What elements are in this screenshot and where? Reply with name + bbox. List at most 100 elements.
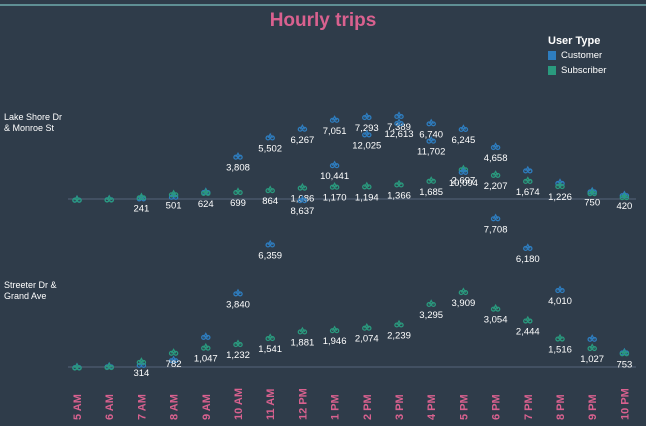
data-label-streeter: 3,909 (452, 298, 476, 309)
point-lake-shore-subscriber-7am[interactable] (136, 192, 147, 201)
point-streeter-customer-8pm[interactable] (555, 285, 565, 294)
hour-tick-label: 8 AM (169, 394, 181, 420)
data-label-lake-shore: 2,697 (452, 175, 476, 186)
point-streeter-subscriber-8am[interactable] (168, 348, 179, 356)
hour-tick-label: 4 PM (426, 394, 438, 420)
point-streeter-customer-9am[interactable] (201, 332, 211, 340)
legend-item-subscriber[interactable]: Subscriber (548, 65, 606, 76)
point-streeter-subscriber-3pm[interactable] (394, 319, 404, 328)
data-label-lake-shore: 2,207 (484, 181, 508, 192)
data-label-streeter: 10,094 (449, 178, 478, 189)
point-lake-shore-subscriber-6pm[interactable] (490, 170, 501, 178)
point-streeter-customer-1pm[interactable] (329, 160, 340, 169)
hour-tick-label: 6 PM (491, 394, 503, 420)
data-label-streeter: 1,232 (226, 350, 250, 361)
hour-tick-label: 7 AM (136, 394, 148, 420)
data-label-lake-shore: 864 (262, 196, 278, 207)
point-streeter-customer-5pm[interactable] (458, 167, 469, 175)
point-lake-shore-customer-1pm[interactable] (329, 115, 340, 123)
point-streeter-subscriber-10am[interactable] (233, 339, 243, 348)
point-lake-shore-subscriber-5am[interactable] (72, 195, 82, 203)
hour-tick-label: 2 PM (362, 394, 374, 420)
hour-tick-label: 11 AM (265, 389, 277, 420)
point-lake-shore-subscriber-8am[interactable] (168, 189, 179, 198)
point-streeter-customer-4pm[interactable] (426, 135, 436, 144)
data-label-lake-shore: 6,245 (452, 135, 476, 146)
data-label-lake-shore: 1,194 (355, 192, 379, 203)
point-streeter-customer-3pm[interactable] (394, 118, 404, 127)
point-streeter-customer-6pm[interactable] (490, 213, 501, 222)
legend-item-customer[interactable]: Customer (548, 50, 606, 61)
point-streeter-customer-9pm[interactable] (587, 334, 597, 342)
point-lake-shore-customer-6pm[interactable] (490, 142, 501, 151)
hour-tick-label: 8 PM (555, 394, 567, 420)
legend-swatch-customer (548, 51, 556, 60)
point-streeter-subscriber-6am[interactable] (104, 362, 114, 371)
point-lake-shore-subscriber-7pm[interactable] (523, 176, 533, 185)
point-lake-shore-subscriber-10pm[interactable] (619, 192, 630, 201)
point-streeter-customer-10am[interactable] (233, 288, 243, 297)
point-streeter-subscriber-7am[interactable] (136, 357, 147, 365)
point-lake-shore-customer-4pm[interactable] (426, 118, 436, 127)
point-lake-shore-customer-10am[interactable] (233, 151, 243, 160)
point-streeter-subscriber-5pm[interactable] (458, 287, 469, 296)
point-streeter-customer-2pm[interactable] (362, 129, 372, 138)
data-label-streeter: 12,025 (352, 140, 381, 151)
hour-tick-label: 9 AM (201, 394, 213, 420)
data-label-streeter: 7,708 (484, 224, 508, 235)
data-label-lake-shore: 750 (584, 197, 600, 208)
point-streeter-customer-12pm[interactable] (297, 195, 308, 204)
point-lake-shore-subscriber-8pm[interactable] (555, 181, 565, 190)
point-lake-shore-customer-3pm[interactable] (394, 111, 404, 120)
point-streeter-subscriber-10pm[interactable] (619, 348, 630, 357)
point-streeter-subscriber-1pm[interactable] (329, 325, 340, 334)
data-label-streeter: 1,541 (258, 344, 282, 355)
point-lake-shore-customer-5pm[interactable] (458, 124, 469, 133)
legend-label-customer: Customer (561, 50, 603, 61)
point-streeter-subscriber-9am[interactable] (201, 342, 211, 351)
point-streeter-subscriber-4pm[interactable] (426, 299, 436, 308)
legend: User Type Customer Subscriber (548, 35, 606, 80)
point-streeter-subscriber-5am[interactable] (72, 362, 82, 371)
data-label-streeter: 2,239 (387, 331, 411, 342)
point-lake-shore-subscriber-1pm[interactable] (329, 181, 340, 190)
data-label-lake-shore: 699 (230, 198, 246, 209)
point-lake-shore-subscriber-11am[interactable] (265, 185, 275, 194)
data-label-streeter: 1,047 (194, 354, 218, 365)
point-streeter-subscriber-12pm[interactable] (297, 326, 308, 335)
point-lake-shore-subscriber-3pm[interactable] (394, 179, 404, 188)
point-streeter-customer-7pm[interactable] (523, 243, 533, 252)
point-streeter-customer-11am[interactable] (265, 239, 275, 248)
point-streeter-subscriber-6pm[interactable] (490, 303, 501, 312)
point-lake-shore-customer-11am[interactable] (265, 132, 275, 141)
point-lake-shore-customer-7pm[interactable] (523, 165, 533, 174)
point-streeter-subscriber-11am[interactable] (265, 333, 275, 342)
point-streeter-subscriber-9pm[interactable] (587, 343, 597, 352)
point-lake-shore-customer-12pm[interactable] (297, 124, 308, 132)
data-label-lake-shore: 1,086 (291, 194, 315, 205)
hour-tick-label: 12 PM (297, 388, 309, 420)
point-lake-shore-customer-2pm[interactable] (362, 112, 372, 121)
point-streeter-customer-8am[interactable] (168, 355, 179, 364)
point-lake-shore-subscriber-10am[interactable] (233, 187, 243, 196)
point-lake-shore-subscriber-9am[interactable] (201, 188, 211, 196)
point-lake-shore-subscriber-6am[interactable] (104, 194, 114, 203)
data-label-lake-shore: 1,226 (548, 192, 572, 203)
point-streeter-subscriber-8pm[interactable] (555, 333, 565, 342)
point-lake-shore-subscriber-12pm[interactable] (297, 182, 308, 191)
data-label-streeter: 4,010 (548, 296, 572, 307)
hour-tick-label: 9 PM (587, 394, 599, 420)
point-lake-shore-subscriber-9pm[interactable] (587, 188, 597, 197)
point-lake-shore-customer-9pm[interactable] (587, 186, 597, 195)
data-label-streeter: 782 (166, 359, 182, 370)
point-lake-shore-subscriber-4pm[interactable] (426, 176, 436, 184)
data-label-streeter: 1,027 (580, 354, 604, 365)
point-streeter-subscriber-7pm[interactable] (523, 315, 533, 324)
hour-tick-label: 6 AM (104, 394, 116, 420)
point-lake-shore-subscriber-2pm[interactable] (362, 181, 372, 190)
legend-label-subscriber: Subscriber (561, 65, 607, 76)
data-label-lake-shore: 624 (198, 199, 214, 210)
data-label-streeter: 6,359 (258, 250, 282, 261)
point-streeter-subscriber-2pm[interactable] (362, 322, 372, 331)
